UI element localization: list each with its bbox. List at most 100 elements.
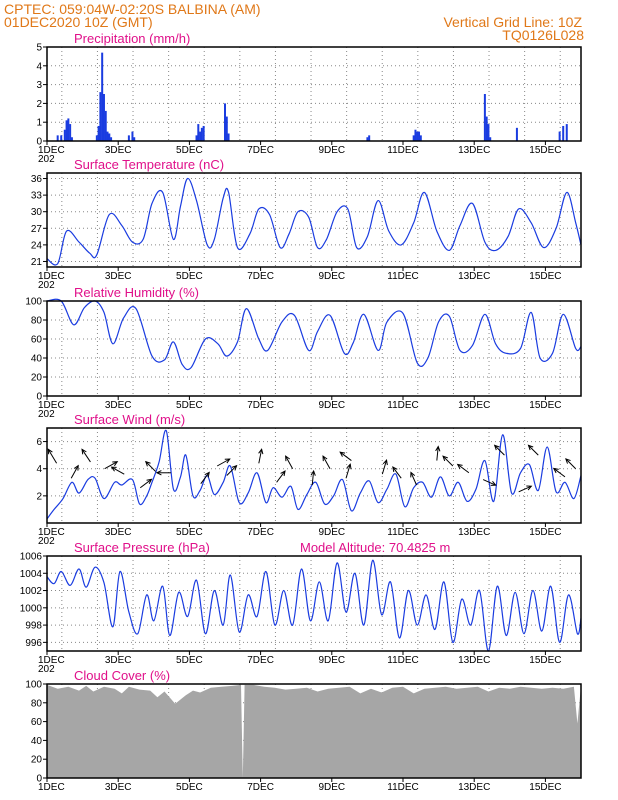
x-tick-label: 3DEC [105,145,132,156]
wind-arrow [410,471,417,486]
precip-frame [46,46,582,142]
cloud-frame [46,683,582,779]
precip-bar [102,94,105,141]
wind-arrow-head [493,444,500,451]
wind-arrow [110,466,125,475]
x-tick-label: 13DEC [458,400,490,411]
wind-arrow-head [112,461,119,467]
x-tick-label: 7DEC [247,655,274,666]
wind-arrow-shaft [410,472,417,486]
x-tick-label: 15DEC [529,271,561,282]
year-label: 202 [38,154,55,165]
wind-arrow-head [442,455,448,462]
y-tick-label: 998 [25,621,42,632]
wind-arrow [226,464,238,476]
y-tick-label: 80 [31,316,43,327]
x-tick-label: 15DEC [529,655,561,666]
year-label: 202 [38,280,55,291]
pres-title: Surface Pressure (hPa) [74,540,210,555]
wind-arrow-shaft [381,459,388,475]
model-code: TQ0126L028 [502,27,584,43]
precip-bar [106,131,109,141]
rh-panel: 0 20 40 60 80 100 1DEC 3DEC 5DEC 7DEC 9DEC 11DEC 13D… [25,285,582,420]
wind-arrow-head [204,471,210,478]
wind-arrow-shaft [528,444,539,456]
pres-frame [46,555,582,652]
precip-bar [366,137,369,141]
wind-arrow-head [526,485,533,491]
precip-bar [412,135,415,141]
wind-arrow-head [565,458,571,464]
rh-line [46,298,582,371]
x-tick-label: 13DEC [458,271,490,282]
y-tick-label: 1 [36,118,42,129]
y-tick-label: 100 [25,297,42,308]
wind-arrow-shaft [81,449,91,463]
x-tick-label: 1DEC [38,655,65,666]
wind-arrow-head [339,451,346,457]
x-tick-label: 13DEC [458,145,490,156]
wind-arrow [258,448,264,464]
precip-bar [101,52,104,141]
precip-bar [127,135,130,141]
wind-arrow-shaft [258,449,263,464]
wind-arrow-head [382,459,388,466]
precip-bar [60,135,63,141]
wind-arrow-shaft [104,461,118,470]
y-tick-label: 40 [31,354,43,365]
wind-arrow-head [280,470,286,477]
x-tick-label: 15DEC [529,400,561,411]
y-tick-label: 30 [31,207,43,218]
wind-arrow-shaft [457,463,470,474]
year-label: 202 [38,409,55,420]
precip-bar [70,137,73,141]
wind-arrow-head [435,445,441,452]
wind-arrow-head [310,469,316,476]
precip-bar [99,92,102,141]
wind-arrow-shaft [518,485,532,493]
x-tick-label: 13DEC [458,527,490,538]
wind-arrow [527,444,539,456]
x-tick-label: 15DEC [529,782,561,793]
y-tick-label: 1000 [20,603,43,614]
x-tick-label: 15DEC [529,527,561,538]
wind-arrow [47,448,58,464]
x-tick-label: 11DEC [387,271,419,282]
x-tick-label: 5DEC [176,782,203,793]
wind-arrow-head [47,448,53,455]
x-tick-label: 1DEC [38,400,65,411]
y-tick-label: 36 [31,174,43,185]
y-tick-label: 0 [36,392,42,403]
station-header: CPTEC: 059:04W-02:20S BALBINA (AM) [4,1,261,17]
wind-vectors [47,444,577,493]
precip-bar [202,125,205,141]
x-tick-label: 15DEC [529,145,561,156]
wind-arrow-shaft [345,464,351,479]
cloud-area [47,684,581,778]
y-tick-label: 21 [31,257,43,268]
wind-arrow [104,461,119,470]
rh-grid [47,301,581,396]
y-tick-label: 60 [31,335,43,346]
y-tick-label: 100 [25,680,42,691]
wind-arrow-head [224,458,231,464]
precip-bar [562,125,565,141]
x-tick-label: 9DEC [318,527,345,538]
cloud-panel: 0 20 40 60 80 100 1DEC 3DEC 5DEC 7DEC 9DEC 11DEC 13D… [25,668,582,793]
y-tick-label: 33 [31,191,43,202]
wind-arrow-head [456,463,463,470]
y-tick-label: 1006 [20,552,43,563]
wind-arrow-shaft [216,458,231,467]
wind-arrow-head [231,464,238,471]
y-tick-label: 3 [36,80,42,91]
wind-arrow-head [346,463,352,470]
precip-bar [199,131,202,141]
x-tick-label: 7DEC [247,782,274,793]
precip-bar [110,137,113,141]
x-tick-label: 1DEC [38,527,65,538]
wind-arrow-head [144,460,151,467]
wind-frame [46,427,582,524]
x-tick-label: 3DEC [105,782,132,793]
precip-bar [108,133,111,141]
